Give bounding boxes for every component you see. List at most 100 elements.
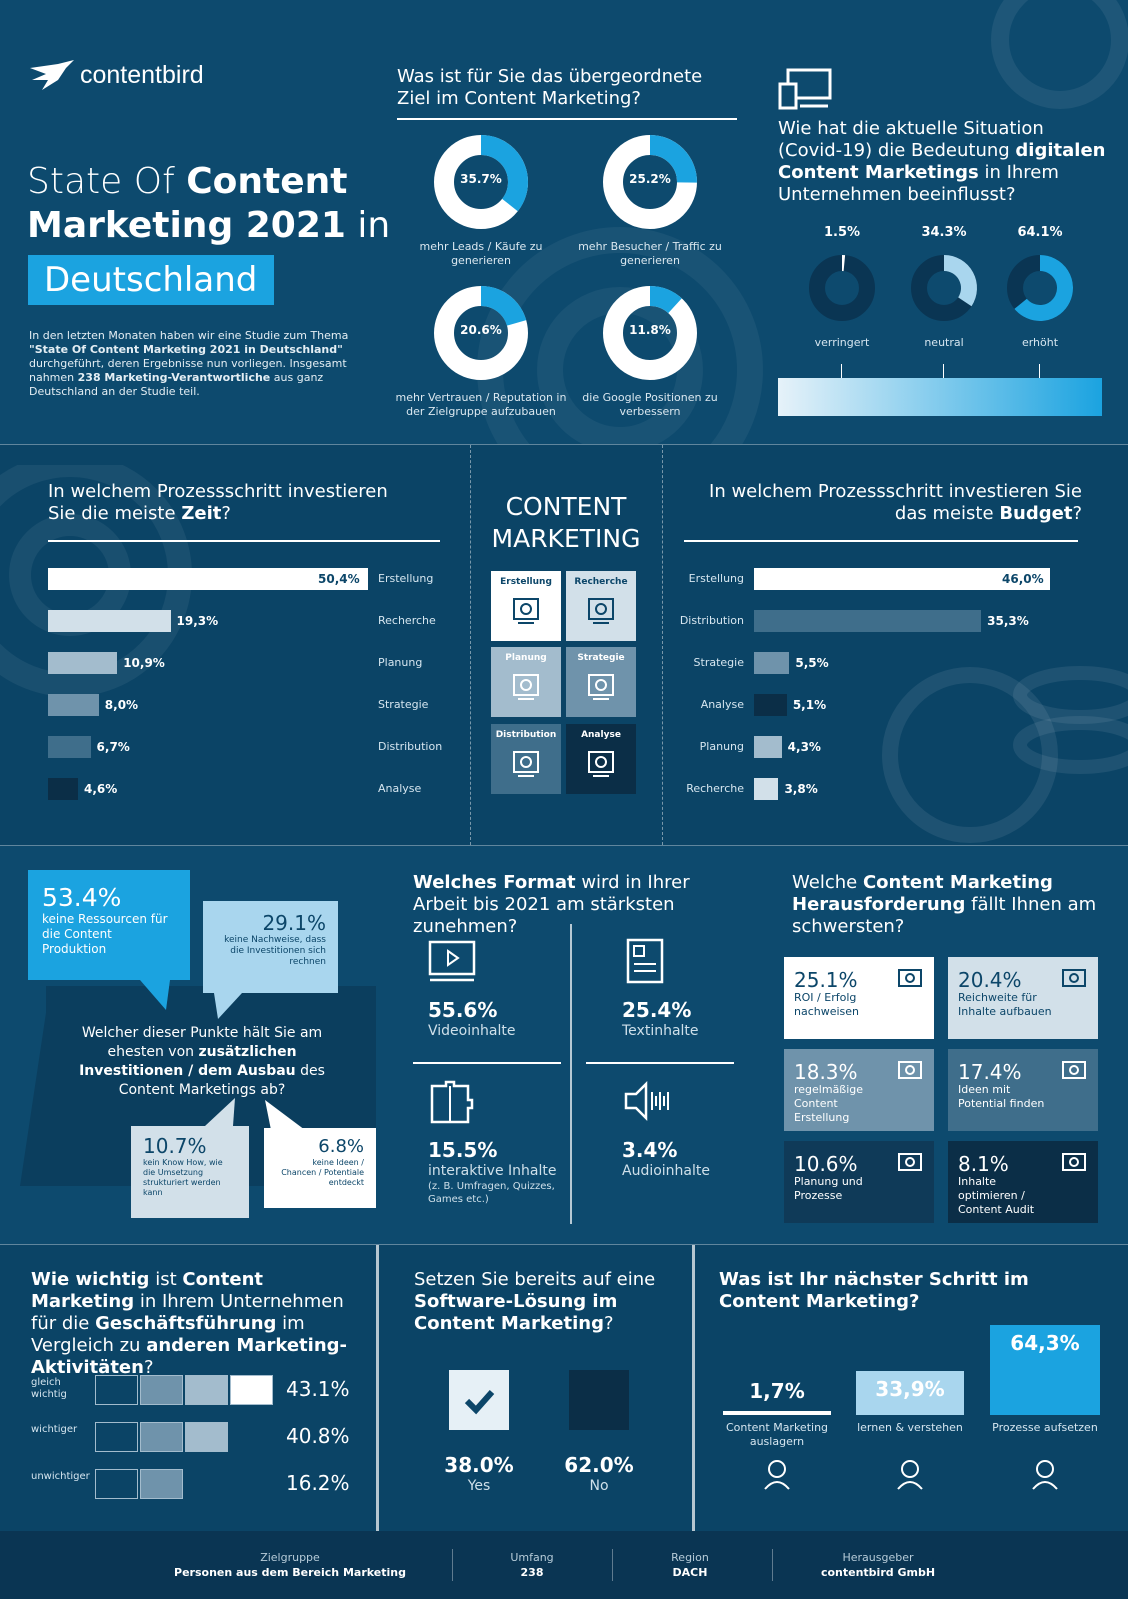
importance-value: 16.2%: [286, 1471, 350, 1495]
tile-label: Erstellung: [500, 577, 552, 587]
importance-cell: [95, 1469, 138, 1499]
donut-arc: [1014, 255, 1073, 321]
footer-divider: [452, 1549, 453, 1581]
tile-analyse[interactable]: Analyse: [566, 724, 636, 794]
challenge-tile: 20.4% Reichweite für Inhalte aufbauen: [948, 957, 1098, 1039]
challenge-tile: 18.3% regelmäßige Content Erstellung: [784, 1049, 934, 1131]
budget-bar: [754, 736, 782, 758]
covid-donut-0: [809, 255, 875, 321]
next-step-label: Content Marketing auslagern: [725, 1421, 829, 1448]
format-value: 3.4%: [622, 1138, 678, 1162]
next-step-bar: [723, 1411, 831, 1415]
challenge-tile: 10.6% Planung und Prozesse: [784, 1141, 934, 1223]
software-no-label: No: [589, 1478, 609, 1494]
hero-title-light-2: in: [357, 205, 391, 246]
background-coins-icon: [882, 666, 1128, 843]
invest-bubble-1: 53.4% keine Ressourcen für die Content P…: [28, 870, 190, 980]
puzzle-icon: [430, 1080, 474, 1124]
goal-donut-value: 11.8%: [629, 323, 671, 337]
goal-donut-1: [603, 135, 697, 229]
software-no-box[interactable]: [569, 1370, 629, 1430]
intro-text-3: aus ganz Deutschland an der Studie teil.: [29, 371, 324, 398]
intro-text-bold: "State Of Content Marketing 2021 in Deut…: [29, 343, 343, 356]
software-yes-box[interactable]: [449, 1370, 509, 1430]
software-yes-label: Yes: [467, 1478, 491, 1494]
divider-1: [0, 444, 1128, 445]
tile-distribution[interactable]: Distribution: [491, 724, 561, 794]
tile-strategie[interactable]: Strategie: [566, 647, 636, 717]
format-divider-v: [570, 924, 572, 1224]
divider-v-3: [376, 1245, 379, 1531]
software-yes: 38.0% Yes: [430, 1453, 528, 1495]
time-bar: [48, 694, 99, 716]
goal-donut-label: mehr Leads / Käufe zu generieren: [419, 240, 543, 267]
footer: Zielgruppe Personen aus dem Bereich Marke…: [0, 1531, 1128, 1599]
challenge-tile: 17.4% Ideen mit Potential finden: [948, 1049, 1098, 1131]
budget-bar-category: Analyse: [700, 698, 744, 711]
goal-donut-label: die Google Positionen zu verbessern: [582, 391, 718, 418]
footer-label: Zielgruppe: [260, 1551, 320, 1564]
budget-bar: [754, 568, 1050, 590]
divider-v-4: [692, 1245, 695, 1531]
covid-value: 64.1%: [1017, 225, 1063, 240]
time-underline: [48, 540, 440, 542]
hero-intro: In den letzten Monaten haben wir eine St…: [29, 329, 359, 399]
goal-donut-2: [434, 286, 528, 380]
format-divider-h2: [586, 1062, 734, 1064]
invest-b4-value: 6.8%: [318, 1136, 364, 1157]
covid-q-bold: digitalen Content Marketings: [778, 140, 1106, 183]
tile-label: Strategie: [577, 653, 625, 663]
checkmark-icon: [464, 1390, 495, 1415]
money-gear-icon: [898, 969, 922, 987]
budget-bar-category: Erstellung: [688, 572, 744, 585]
tile-label: Analyse: [581, 730, 621, 740]
brand-name: contentbird: [80, 60, 204, 89]
tile-label: Planung: [505, 653, 547, 663]
budget-bar-category: Strategie: [693, 656, 744, 669]
challenge-label: Planung und Prozesse: [794, 1175, 863, 1202]
importance-cell: [140, 1422, 183, 1452]
time-bar-value: 19,3%: [176, 614, 219, 628]
next-step-bar: [856, 1371, 964, 1415]
covid-label: erhöht: [1021, 336, 1059, 349]
time-bar: [48, 610, 171, 632]
covid-label: verringert: [814, 336, 870, 349]
challenge-tile: 25.1% ROI / Erfolg nachweisen: [784, 957, 934, 1039]
brand-logo[interactable]: contentbird: [28, 58, 204, 92]
next-step-value: 64,3%: [1010, 1331, 1080, 1355]
intro-text-2: durchgeführt, deren Ergebnisse nun vorli…: [29, 357, 347, 384]
challenge-tile: 8.1% Inhalte optimieren / Content Audit: [948, 1141, 1098, 1223]
format-question: Welches Format wird in Ihrer Arbeit bis …: [413, 872, 743, 938]
importance-value: 40.8%: [286, 1424, 350, 1448]
divider-v-2: [662, 445, 663, 845]
time-q-end: ?: [221, 503, 231, 524]
time-bar-value: 50,4%: [318, 572, 360, 586]
challenge-label: regelmäßige Content Erstellung: [794, 1083, 864, 1124]
invest-b3-value: 10.7%: [143, 1134, 207, 1158]
invest-bubble-4: 6.8% keine Ideen / Chancen / Potentiale …: [264, 1128, 376, 1208]
donut-track: [809, 255, 875, 321]
imp-q-3: im Vergleich zu: [31, 1313, 305, 1356]
background-gear-icon: [991, 0, 1128, 109]
person-icon: [764, 1460, 790, 1490]
tile-recherche[interactable]: Recherche: [566, 571, 636, 641]
footer-label: Herausgeber: [842, 1551, 914, 1564]
newspaper-icon: [626, 938, 664, 984]
format-label: interaktive Inhalte: [428, 1163, 557, 1179]
software-yes-value: 38.0%: [444, 1453, 514, 1477]
divider-v-1: [470, 445, 471, 845]
invest-q-1: Welcher dieser Punkte hält Sie am eheste…: [81, 1025, 323, 1060]
covid-donut-2: [1007, 255, 1073, 321]
donut-arc: [943, 255, 977, 307]
tile-planung[interactable]: Planung: [491, 647, 561, 717]
format-q-bold: Welches Format: [413, 872, 576, 893]
invest-q-bold: zusätzlichen Investitionen / dem Ausbau: [79, 1044, 297, 1079]
importance-cell: [95, 1422, 138, 1452]
goal-donut-value: 20.6%: [460, 323, 502, 337]
intro-text-bold-2: 238 Marketing-Verantwortliche: [77, 371, 271, 384]
sw-q-bold: Software-Lösung im Content Marketing: [414, 1291, 618, 1334]
budget-bar-value: 3,8%: [784, 782, 818, 796]
covid-value: 34.3%: [921, 225, 967, 240]
imp-q-bold-1: Wie wichtig: [31, 1269, 150, 1290]
tile-erstellung[interactable]: Erstellung: [491, 571, 561, 641]
